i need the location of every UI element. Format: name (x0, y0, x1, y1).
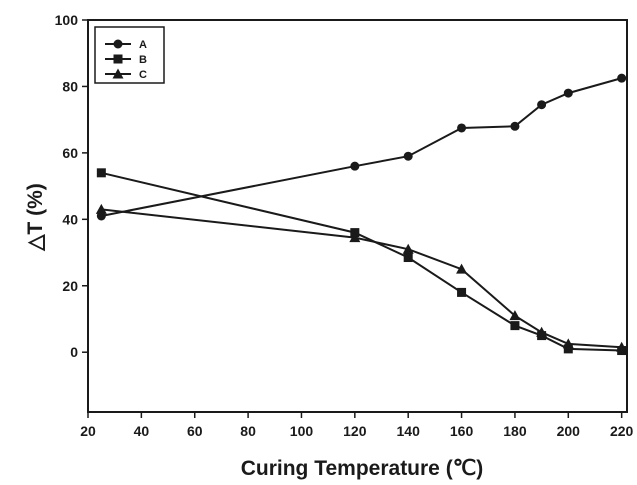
data-point (350, 161, 360, 171)
x-tick-label: 160 (450, 423, 474, 439)
data-point (563, 344, 573, 354)
data-point (95, 203, 107, 214)
legend-item: A (105, 39, 147, 51)
data-point (349, 232, 361, 243)
series-line (101, 208, 622, 349)
x-tick-label: 80 (240, 423, 256, 439)
legend-marker (113, 39, 123, 49)
legend-marker (113, 54, 123, 64)
x-tick-label: 100 (290, 423, 314, 439)
y-tick-label: 20 (62, 278, 78, 294)
x-axis-title: Curing Temperature (℃) (241, 457, 484, 480)
legend-marker (112, 68, 124, 79)
data-point (403, 253, 413, 263)
data-point (536, 326, 548, 337)
data-point (616, 341, 628, 352)
data-point (403, 151, 413, 161)
series-c (95, 203, 628, 352)
y-tick-label: 100 (55, 12, 79, 28)
legend-label: B (139, 54, 147, 66)
plot-area-frame (87, 19, 628, 413)
data-point (457, 287, 467, 297)
data-point (96, 168, 106, 178)
y-tick-label: 40 (62, 211, 78, 227)
data-point (510, 321, 520, 331)
data-point (457, 123, 467, 133)
data-point (402, 243, 414, 254)
x-tick-label: 20 (80, 423, 96, 439)
x-tick-label: 220 (610, 423, 634, 439)
data-point (509, 310, 521, 321)
legend-label: A (139, 39, 147, 51)
data-point (562, 338, 574, 349)
x-tick-label: 40 (134, 423, 150, 439)
data-point (456, 263, 468, 274)
legend-label: C (139, 69, 147, 81)
series-b (96, 168, 627, 356)
legend-item: C (105, 68, 147, 81)
series-line (101, 77, 622, 217)
x-tick-label: 120 (343, 423, 367, 439)
y-tick-label: 80 (62, 78, 78, 94)
x-tick-label: 180 (503, 423, 527, 439)
series-a (96, 73, 627, 221)
x-tick-label: 200 (557, 423, 581, 439)
data-point (563, 88, 573, 98)
y-tick-label: 60 (62, 145, 78, 161)
x-tick-label: 140 (397, 423, 421, 439)
data-point (617, 73, 627, 83)
data-point (537, 100, 547, 110)
y-axis-title: △T (%) (24, 183, 47, 251)
x-tick-label: 60 (187, 423, 203, 439)
series-line (101, 171, 622, 352)
legend-item: B (105, 54, 147, 66)
data-point (510, 121, 520, 131)
y-tick-label: 0 (70, 344, 78, 360)
